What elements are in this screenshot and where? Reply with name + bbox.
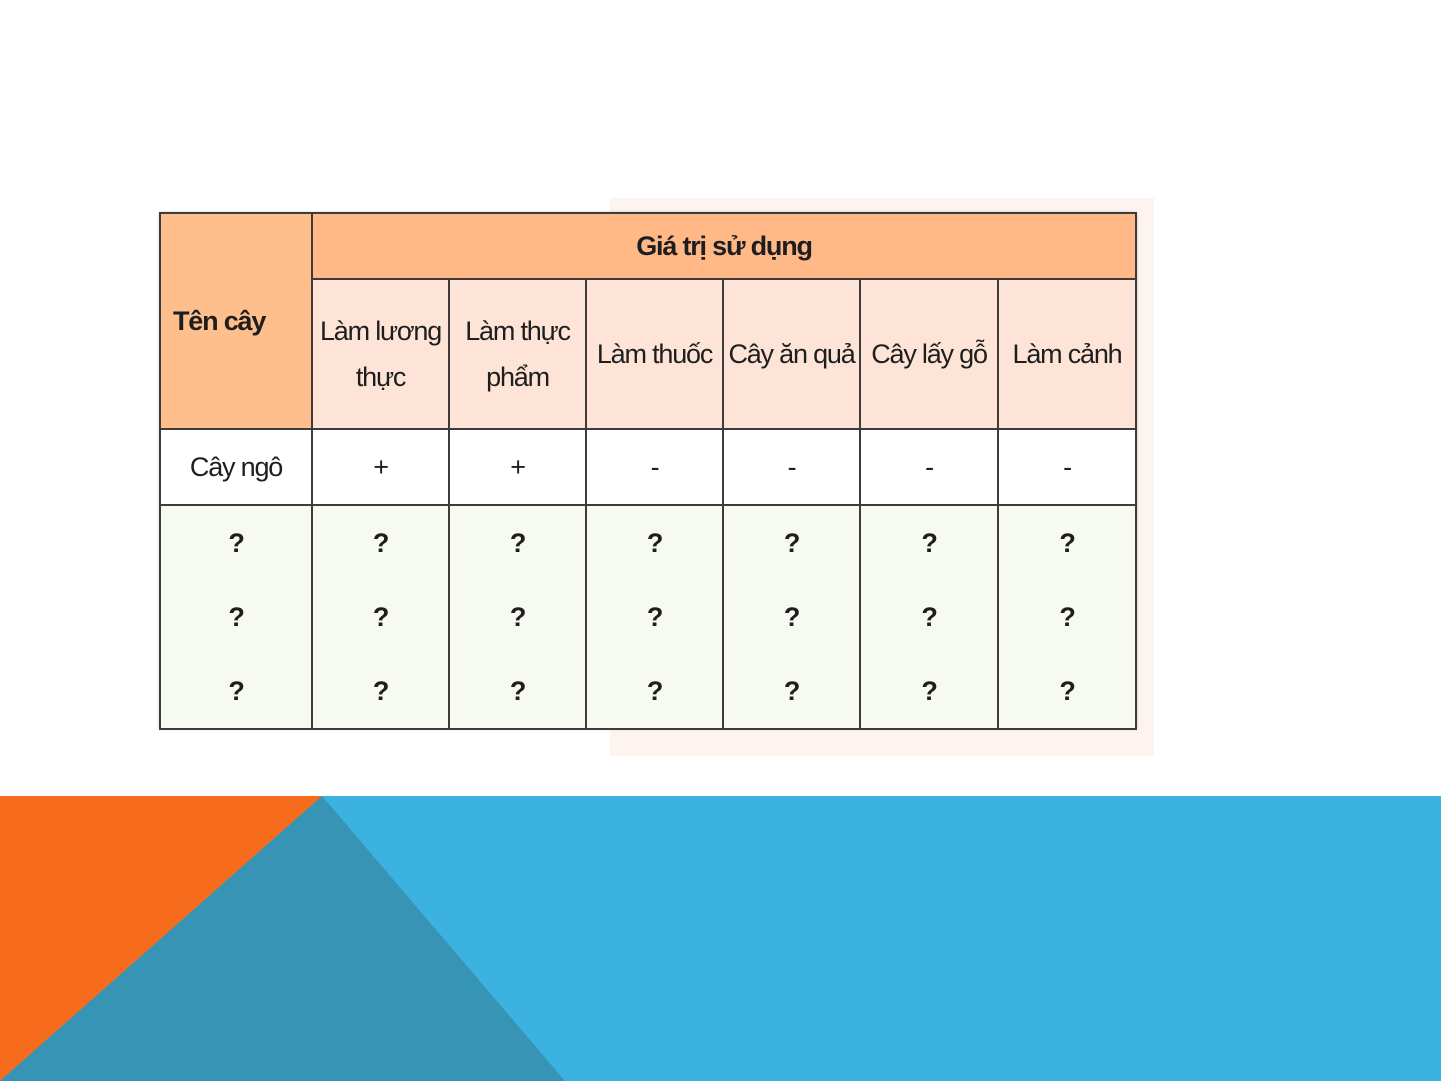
table-cell: + [311,429,450,506]
usage-value-header: Giá trị sử dụng [311,212,1137,280]
table-cell: ? [311,580,450,654]
table-cell: ? [585,654,724,730]
column-header-fruit-tree: Cây ăn quả [722,278,861,430]
table-cell: ? [997,654,1137,730]
table-cell: ? [722,580,861,654]
plant-usage-table: Tên cây Giá trị sử dụng Làm lương thực L… [159,212,1137,730]
table-cell: ? [859,505,999,580]
decorative-bottom-band [0,796,1441,1081]
table-cell: ? [585,580,724,654]
column-header-food: Làm thực phẩm [448,278,587,430]
table-cell: ? [311,654,450,730]
table-cell: ? [585,505,724,580]
table-cell: ? [722,654,861,730]
decorative-shapes [0,796,1441,1081]
usage-table-wrapper: Tên cây Giá trị sử dụng Làm lương thực L… [159,212,1137,730]
column-header-food-staple: Làm lương thực [311,278,450,430]
table-cell: ? [448,654,587,730]
table-cell: ? [859,580,999,654]
table-row: ? ? ? ? ? ? ? [159,505,1137,580]
table-cell: + [448,429,587,506]
table-cell: ? [722,505,861,580]
table-cell: - [997,429,1137,506]
table-cell: ? [997,505,1137,580]
table-cell: - [722,429,861,506]
row-plant-name: ? [159,654,313,730]
table-cell: ? [448,580,587,654]
table-cell: - [585,429,724,506]
column-header-medicine: Làm thuốc [585,278,724,430]
table-cell: ? [448,505,587,580]
table-row: ? ? ? ? ? ? ? [159,654,1137,730]
table-cell: ? [311,505,450,580]
table-row: Cây ngô + + - - - - [159,429,1137,506]
table-cell: - [859,429,999,506]
table-cell: ? [997,580,1137,654]
column-header-timber-tree: Cây lấy gỗ [859,278,999,430]
table-cell: ? [859,654,999,730]
plant-name-header: Tên cây [159,212,313,430]
table-row: ? ? ? ? ? ? ? [159,580,1137,654]
teal-triangle-shape [0,796,565,1081]
row-plant-name: ? [159,580,313,654]
column-header-ornamental: Làm cảnh [997,278,1137,430]
row-plant-name: Cây ngô [159,429,313,506]
row-plant-name: ? [159,505,313,580]
